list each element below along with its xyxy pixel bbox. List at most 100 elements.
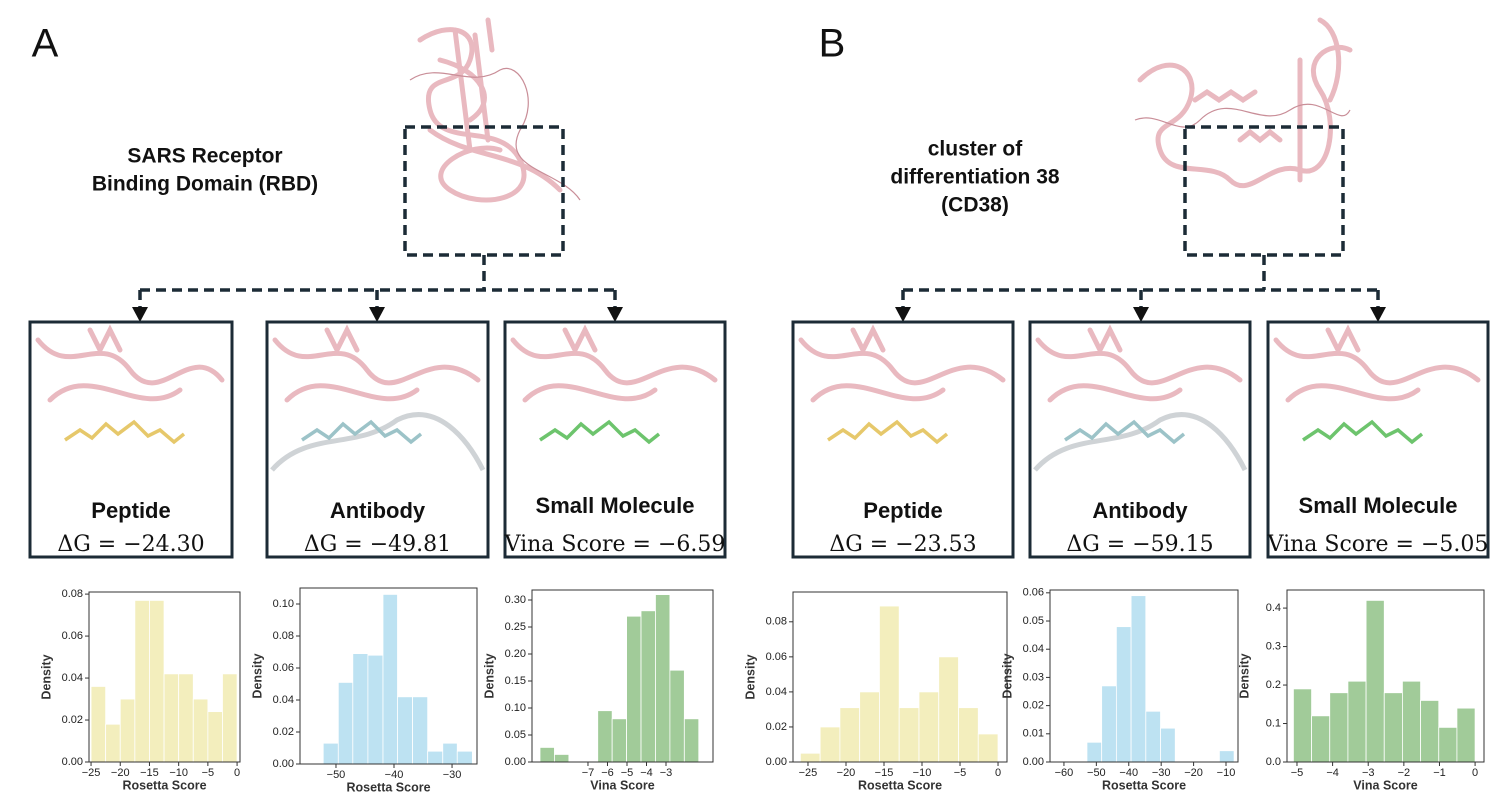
x-tick-label: −40 (385, 769, 404, 781)
y-tick-label: 0.06 (766, 651, 787, 663)
histogram-bar (322, 742, 339, 765)
histogram-bar (90, 686, 107, 763)
y-tick-label: 0.00 (273, 758, 294, 770)
histogram-bar (554, 754, 570, 763)
y-tick-label: 0.08 (62, 588, 83, 600)
binder-score: ΔG = −23.53 (829, 532, 976, 557)
y-tick-label: 0.2 (1266, 679, 1281, 691)
binder-name: Antibody (330, 498, 426, 523)
histogram-bar (337, 682, 354, 765)
target-name: differentiation 38 (890, 166, 1060, 189)
x-axis-label: Rosetta Score (122, 778, 206, 792)
histogram-bar (859, 691, 880, 763)
y-tick-label: 0.08 (273, 630, 294, 642)
y-tick-label: 0.1 (1266, 717, 1281, 729)
x-tick-label: −30 (1152, 767, 1171, 779)
y-tick-label: 0.04 (766, 686, 787, 698)
y-tick-label: 0.06 (273, 662, 294, 674)
plot-frame (531, 589, 714, 763)
y-tick-label: 0.06 (1023, 587, 1044, 599)
histogram-bar (597, 710, 613, 763)
binder-name: Peptide (863, 498, 942, 523)
binder-score: Vina Score = −5.05 (1267, 532, 1489, 557)
histogram-bar (1101, 685, 1117, 763)
target-name: Binding Domain (RBD) (92, 173, 318, 196)
histogram-bar (1402, 680, 1421, 763)
x-tick-label: −25 (799, 767, 818, 779)
target-name: cluster of (928, 138, 1024, 161)
x-tick-label: −4 (1326, 767, 1339, 779)
complex-structure (1273, 324, 1481, 403)
x-tick-label: −4 (640, 767, 653, 779)
binder-name: Small Molecule (536, 493, 695, 518)
histogram-bar (1145, 710, 1161, 763)
x-tick-label: −60 (1055, 767, 1074, 779)
y-tick-label: 0.02 (273, 726, 294, 738)
histogram-bar (958, 707, 979, 763)
y-axis-label: Density (1000, 653, 1014, 698)
histogram-bar (1365, 599, 1385, 763)
y-tick-label: 0.02 (766, 721, 787, 733)
y-tick-label: 0.4 (1266, 602, 1281, 614)
histogram-bar (442, 742, 458, 765)
x-tick-label: −20 (111, 767, 130, 779)
x-axis-label: Vina Score (590, 778, 654, 792)
histogram-bar (134, 599, 150, 763)
binder-name: Antibody (1092, 498, 1188, 523)
histogram-bar (1456, 707, 1476, 763)
target-name: SARS Receptor (127, 145, 282, 168)
y-tick-label: 0.10 (273, 598, 294, 610)
x-tick-label: −3 (1362, 767, 1375, 779)
x-tick-label: −10 (1217, 767, 1236, 779)
histogram-bar (427, 750, 444, 765)
histogram-bar (1160, 727, 1176, 763)
complex-structure (1035, 324, 1243, 403)
y-axis-label: Density (39, 654, 53, 699)
histogram-bar (1311, 715, 1331, 763)
protein-structure-a (409, 17, 581, 203)
histogram-bar (1347, 680, 1367, 763)
x-tick-label: −25 (82, 767, 101, 779)
histogram-bar (918, 691, 940, 763)
x-tick-label: 0 (234, 767, 240, 779)
y-tick-label: 0.00 (1023, 756, 1044, 768)
x-tick-label: −5 (202, 767, 215, 779)
y-tick-label: 0.01 (1023, 728, 1044, 740)
histogram-bar (163, 673, 180, 763)
x-tick-label: −5 (954, 767, 967, 779)
connector (901, 255, 1380, 312)
plot-frame (1286, 589, 1485, 763)
histogram-bar (898, 707, 920, 763)
y-tick-label: 0.05 (1023, 615, 1044, 627)
histogram-bar (149, 599, 165, 763)
target-name: (CD38) (941, 194, 1009, 217)
protein-structure-b (1134, 17, 1353, 189)
histogram-bar (397, 696, 413, 765)
y-tick-label: 0.05 (505, 729, 526, 741)
x-tick-label: −6 (601, 767, 614, 779)
y-tick-label: 0.04 (1023, 643, 1044, 655)
y-tick-label: 0.10 (505, 702, 526, 714)
histogram-bar (1383, 692, 1403, 763)
antibody-structure (270, 412, 486, 472)
x-axis-label: Rosetta Score (1102, 778, 1186, 792)
histograms: −25 −20 −15 −10 −5 00.000.020.040.060.08Roset… (39, 587, 1485, 794)
x-tick-label: −50 (327, 769, 346, 781)
y-axis-label: Density (482, 653, 496, 698)
binder-boxes (28, 320, 1490, 559)
plot-frame (792, 591, 1008, 763)
complex-structure (272, 324, 481, 403)
histogram-bar (412, 696, 429, 765)
y-tick-label: 0.02 (62, 714, 83, 726)
y-axis-label: Density (250, 653, 264, 698)
complex-structure (510, 324, 718, 403)
histogram-bar (192, 698, 209, 763)
histogram-bar (611, 718, 627, 763)
binder-score: Vina Score = −6.59 (504, 532, 726, 557)
histogram-bar (669, 669, 685, 763)
ligand-structure (301, 419, 423, 445)
y-tick-label: 0.06 (62, 630, 83, 642)
histogram-bar (879, 605, 900, 763)
histogram-bar (456, 750, 473, 765)
labels: A SARS Receptor Binding Domain (RBD) Peptid… (32, 22, 1489, 557)
